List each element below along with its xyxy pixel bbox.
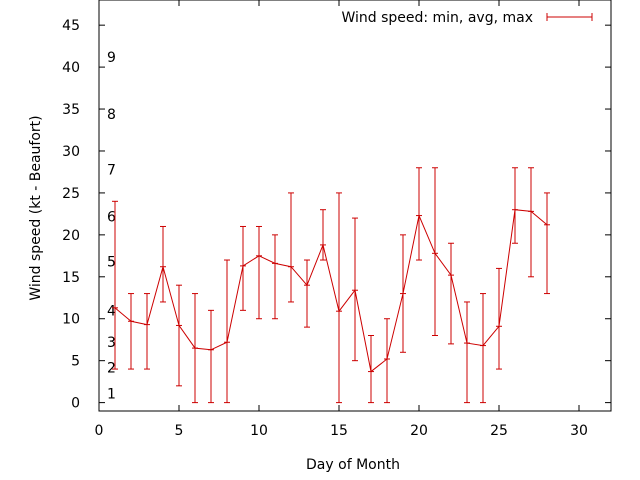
beaufort-label: 5 [107,255,116,271]
legend: Wind speed: min, avg, max [341,10,593,26]
y-tick-label: 20 [62,228,80,244]
beaufort-scale-labels: 1 2 3 4 5 6 7 8 9 [107,50,116,402]
legend-label: Wind speed: min, avg, max [341,10,533,26]
y-tick-label: 45 [62,18,80,34]
y-tick-label: 30 [62,144,80,160]
y-tick-label: 40 [62,60,80,76]
plot-frame [98,0,612,412]
y-tick-label: 15 [62,270,80,286]
x-tick-label: 5 [175,423,184,439]
y-axis-label: Wind speed (kt - Beaufort) [28,115,44,300]
x-tick-label: 25 [490,423,508,439]
x-tick-label: 10 [250,423,268,439]
beaufort-label: 2 [107,360,116,376]
x-tick-label: 30 [570,423,588,439]
beaufort-label: 7 [107,162,116,178]
y-tick-label: 0 [71,396,80,412]
beaufort-label: 6 [107,209,116,225]
y-tick-label: 25 [62,186,80,202]
beaufort-label: 8 [107,107,116,123]
beaufort-label: 4 [107,303,116,319]
y-tick-label: 35 [62,102,80,118]
y-tick-label: 5 [71,354,80,370]
x-axis-label: Day of Month [306,457,400,473]
x-tick-label: 0 [95,423,104,439]
avg-line [114,209,548,373]
series-layer [112,167,550,404]
x-tick-label: 15 [330,423,348,439]
x-tick-label: 20 [410,423,428,439]
beaufort-label: 9 [107,50,116,66]
x-axis: 0 5 10 15 20 25 30 [95,0,588,439]
y-tick-label: 10 [62,312,80,328]
beaufort-label: 3 [107,335,116,351]
beaufort-label: 1 [107,386,116,402]
